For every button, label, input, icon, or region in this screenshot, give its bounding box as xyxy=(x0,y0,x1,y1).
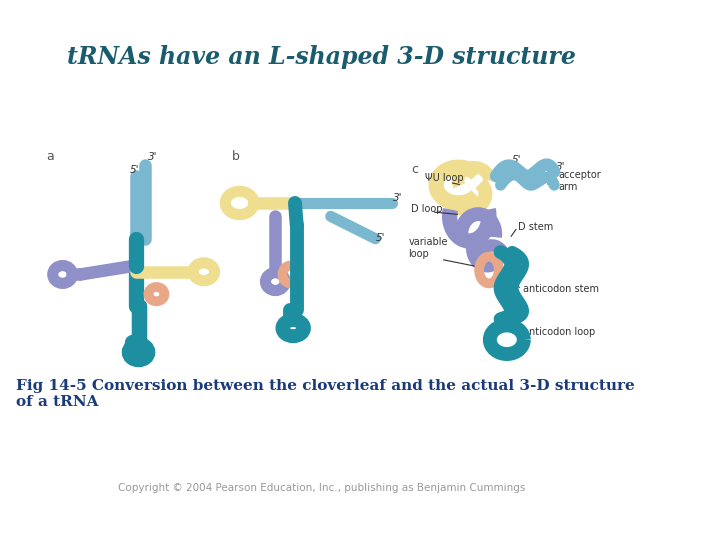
Text: 3': 3' xyxy=(148,152,157,162)
Text: Copyright © 2004 Pearson Education, Inc., publishing as Benjamin Cummings: Copyright © 2004 Pearson Education, Inc.… xyxy=(118,483,526,494)
Text: 5': 5' xyxy=(130,165,139,176)
Text: 3': 3' xyxy=(556,162,565,172)
Text: D stem: D stem xyxy=(518,222,554,232)
Text: 5': 5' xyxy=(375,233,385,244)
Text: anticodon stem: anticodon stem xyxy=(523,285,599,294)
Text: variable
loop: variable loop xyxy=(408,237,448,259)
Text: tRNAs have an L-shaped 3-D structure: tRNAs have an L-shaped 3-D structure xyxy=(68,45,576,69)
Text: ΨU loop: ΨU loop xyxy=(425,173,463,183)
Text: 3': 3' xyxy=(393,193,402,203)
Text: anticodon loop: anticodon loop xyxy=(523,327,595,338)
Text: 5': 5' xyxy=(512,155,522,165)
Text: a: a xyxy=(47,150,54,163)
Text: Fig 14-5 Conversion between the cloverleaf and the actual 3-D structure
of a tRN: Fig 14-5 Conversion between the cloverle… xyxy=(16,379,635,409)
Text: acceptor
arm: acceptor arm xyxy=(559,170,601,192)
Text: b: b xyxy=(232,150,239,163)
Text: c: c xyxy=(411,164,418,177)
Text: D loop: D loop xyxy=(411,204,443,214)
